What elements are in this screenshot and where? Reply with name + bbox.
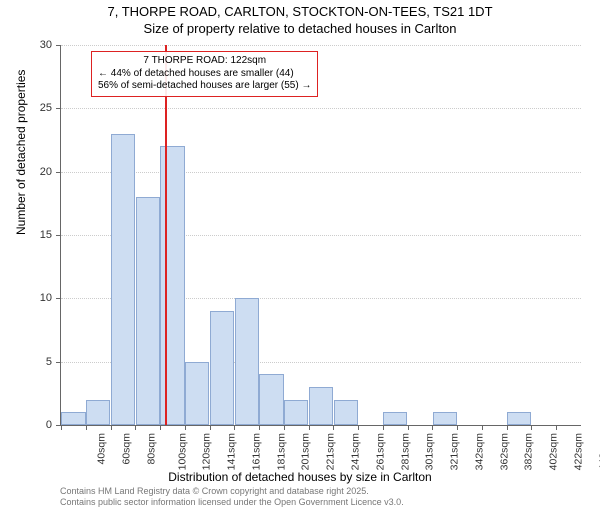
histogram-bar bbox=[86, 400, 110, 425]
histogram-bar bbox=[334, 400, 358, 425]
xtick-label: 362sqm bbox=[498, 433, 510, 470]
annotation-line-3: 56% of semi-detached houses are larger (… bbox=[98, 80, 311, 93]
xtick-label: 241sqm bbox=[349, 433, 361, 470]
ytick-mark bbox=[56, 172, 61, 173]
title-line-2: Size of property relative to detached ho… bbox=[0, 21, 600, 38]
xtick-mark bbox=[358, 425, 359, 430]
xtick-mark bbox=[61, 425, 62, 430]
xtick-mark bbox=[135, 425, 136, 430]
ytick-label: 15 bbox=[40, 229, 52, 241]
histogram-bar bbox=[507, 412, 531, 425]
histogram-bar bbox=[383, 412, 407, 425]
ytick-label: 25 bbox=[40, 102, 52, 114]
ytick-label: 5 bbox=[46, 356, 52, 368]
xtick-mark bbox=[86, 425, 87, 430]
histogram-bar bbox=[111, 134, 135, 425]
histogram-bar bbox=[210, 311, 234, 425]
gridline bbox=[61, 172, 581, 173]
xtick-label: 382sqm bbox=[523, 433, 535, 470]
annotation-line-1: 7 THORPE ROAD: 122sqm bbox=[98, 55, 311, 68]
xtick-label: 221sqm bbox=[325, 433, 337, 470]
xtick-mark bbox=[556, 425, 557, 430]
xtick-label: 141sqm bbox=[226, 433, 238, 470]
histogram-bar bbox=[136, 197, 160, 425]
footer-line-1: Contains HM Land Registry data © Crown c… bbox=[60, 486, 404, 497]
x-axis-label: Distribution of detached houses by size … bbox=[0, 470, 600, 484]
footer: Contains HM Land Registry data © Crown c… bbox=[60, 486, 404, 508]
histogram-bar bbox=[284, 400, 308, 425]
xtick-label: 281sqm bbox=[399, 433, 411, 470]
xtick-label: 301sqm bbox=[424, 433, 436, 470]
xtick-label: 342sqm bbox=[473, 433, 485, 470]
xtick-label: 40sqm bbox=[96, 433, 108, 465]
xtick-mark bbox=[482, 425, 483, 430]
xtick-mark bbox=[457, 425, 458, 430]
ytick-mark bbox=[56, 108, 61, 109]
histogram-bar bbox=[259, 374, 283, 425]
title-line-1: 7, THORPE ROAD, CARLTON, STOCKTON-ON-TEE… bbox=[0, 4, 600, 21]
histogram-bar bbox=[160, 146, 184, 425]
xtick-mark bbox=[531, 425, 532, 430]
xtick-label: 161sqm bbox=[250, 433, 262, 470]
y-axis-label: Number of detached properties bbox=[14, 70, 28, 235]
xtick-mark bbox=[185, 425, 186, 430]
xtick-label: 120sqm bbox=[201, 433, 213, 470]
ytick-mark bbox=[56, 45, 61, 46]
xtick-label: 181sqm bbox=[275, 433, 287, 470]
xtick-mark bbox=[160, 425, 161, 430]
xtick-mark bbox=[111, 425, 112, 430]
histogram-bar bbox=[433, 412, 457, 425]
chart-area: 40sqm60sqm80sqm100sqm120sqm141sqm161sqm1… bbox=[60, 45, 580, 425]
xtick-mark bbox=[259, 425, 260, 430]
xtick-mark bbox=[408, 425, 409, 430]
xtick-mark bbox=[383, 425, 384, 430]
ytick-label: 30 bbox=[40, 39, 52, 51]
histogram-bar bbox=[235, 298, 259, 425]
xtick-mark bbox=[432, 425, 433, 430]
xtick-label: 422sqm bbox=[572, 433, 584, 470]
xtick-label: 261sqm bbox=[374, 433, 386, 470]
histogram-bar bbox=[309, 387, 333, 425]
annotation-line-2: ← 44% of detached houses are smaller (44… bbox=[98, 68, 311, 81]
xtick-mark bbox=[309, 425, 310, 430]
ytick-mark bbox=[56, 298, 61, 299]
xtick-mark bbox=[284, 425, 285, 430]
xtick-label: 321sqm bbox=[448, 433, 460, 470]
histogram-bar bbox=[61, 412, 85, 425]
xtick-label: 80sqm bbox=[145, 433, 157, 465]
chart-container: 7, THORPE ROAD, CARLTON, STOCKTON-ON-TEE… bbox=[0, 0, 600, 500]
xtick-mark bbox=[333, 425, 334, 430]
ytick-label: 0 bbox=[46, 419, 52, 431]
xtick-mark bbox=[210, 425, 211, 430]
annotation-box: 7 THORPE ROAD: 122sqm← 44% of detached h… bbox=[91, 51, 318, 97]
plot-area: 40sqm60sqm80sqm100sqm120sqm141sqm161sqm1… bbox=[60, 45, 581, 426]
xtick-label: 60sqm bbox=[121, 433, 133, 465]
gridline bbox=[61, 45, 581, 46]
ytick-label: 10 bbox=[40, 292, 52, 304]
xtick-mark bbox=[234, 425, 235, 430]
title-block: 7, THORPE ROAD, CARLTON, STOCKTON-ON-TEE… bbox=[0, 0, 600, 38]
xtick-label: 402sqm bbox=[547, 433, 559, 470]
xtick-label: 201sqm bbox=[300, 433, 312, 470]
marker-line bbox=[165, 45, 167, 425]
gridline bbox=[61, 108, 581, 109]
xtick-mark bbox=[507, 425, 508, 430]
ytick-label: 20 bbox=[40, 166, 52, 178]
xtick-label: 100sqm bbox=[176, 433, 188, 470]
ytick-mark bbox=[56, 362, 61, 363]
ytick-mark bbox=[56, 235, 61, 236]
histogram-bar bbox=[185, 362, 209, 425]
footer-line-2: Contains public sector information licen… bbox=[60, 497, 404, 508]
